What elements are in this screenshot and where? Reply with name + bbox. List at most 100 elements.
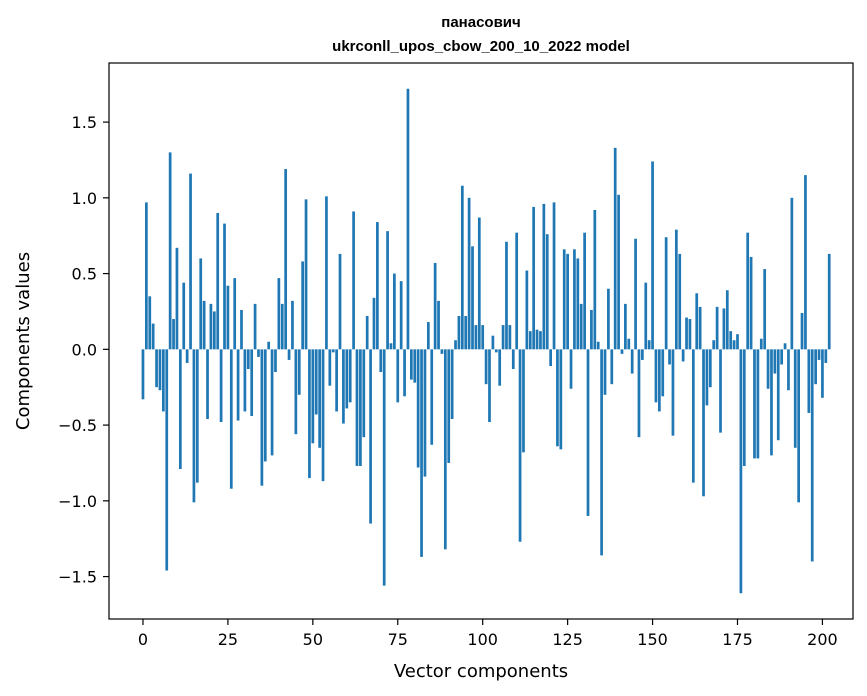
y-tick-label: 0.0 [72, 340, 97, 359]
bar [596, 341, 600, 350]
bar [607, 288, 610, 350]
x-tick-label: 75 [388, 630, 408, 649]
bar [477, 217, 481, 350]
bar [348, 349, 352, 403]
bar [437, 300, 440, 350]
bar [613, 147, 617, 350]
bar [644, 282, 648, 350]
bar [552, 202, 556, 350]
bar [494, 349, 498, 353]
bar [185, 349, 189, 363]
bar [172, 319, 175, 350]
bar [501, 325, 505, 350]
bar [790, 197, 794, 350]
bar [433, 262, 437, 350]
bar [481, 325, 485, 350]
bar [586, 349, 590, 516]
bar [800, 312, 804, 350]
y-tick-label: −0.5 [58, 416, 97, 435]
bar [328, 349, 332, 386]
y-tick-label: −1.5 [58, 568, 97, 587]
bar [658, 349, 661, 412]
bar [314, 349, 318, 415]
bar [545, 234, 549, 350]
bar [331, 349, 335, 353]
bar [518, 349, 522, 542]
bar [274, 349, 277, 373]
bar [763, 269, 767, 350]
bar [685, 317, 688, 350]
bar [651, 161, 654, 350]
x-tick-label: 50 [303, 630, 323, 649]
x-axis-label: Vector components [394, 661, 568, 682]
bar [246, 349, 250, 370]
bar [457, 316, 461, 350]
y-axis-ticks: −1.5 −1.0 −0.5 0.0 0.5 1.0 1.5 [58, 113, 109, 587]
bar [671, 349, 675, 436]
y-axis-label: Components values [13, 252, 34, 430]
x-tick-label: 0 [138, 630, 148, 649]
bar [804, 175, 807, 350]
bar [810, 349, 814, 562]
bar [488, 349, 491, 423]
bar [627, 338, 631, 350]
bar [484, 349, 488, 385]
bar [311, 349, 315, 444]
bar [189, 173, 192, 350]
bar [267, 341, 271, 350]
bar [739, 349, 743, 594]
bar [549, 349, 552, 366]
bar [624, 303, 627, 350]
bar [749, 256, 753, 350]
bar [579, 303, 583, 350]
bar [236, 349, 240, 421]
bar [240, 309, 243, 350]
bar [382, 349, 386, 586]
bar [498, 349, 502, 386]
bar [593, 209, 597, 350]
bar [827, 253, 831, 350]
bar [637, 349, 641, 438]
bar [304, 199, 308, 350]
bar [491, 335, 495, 350]
bar [678, 253, 682, 350]
x-tick-label: 150 [637, 630, 668, 649]
bar [263, 349, 267, 462]
bar [780, 349, 784, 365]
bar [338, 253, 342, 350]
bar [576, 258, 580, 350]
bar [393, 273, 396, 350]
bar [229, 349, 233, 489]
bar [250, 349, 254, 416]
y-tick-label: 1.5 [72, 113, 97, 132]
bar [641, 349, 644, 360]
bar [807, 349, 811, 413]
y-tick-label: 0.5 [72, 265, 97, 284]
bar [722, 308, 726, 350]
x-axis-ticks: 0 25 50 75 100 125 150 175 200 [138, 619, 838, 649]
bar [539, 331, 542, 350]
bar [325, 196, 328, 350]
bar [525, 270, 529, 350]
bar [233, 278, 237, 350]
bar [515, 232, 519, 350]
bar [257, 349, 260, 357]
bar [403, 349, 406, 397]
bar [270, 349, 274, 456]
bar [603, 349, 607, 395]
bar [661, 349, 665, 397]
chart-title: панасович [441, 14, 520, 31]
bar [729, 331, 733, 350]
bar [379, 349, 383, 373]
bar [206, 349, 209, 420]
bar [821, 349, 824, 398]
bar [226, 285, 230, 350]
x-tick-label: 175 [722, 630, 753, 649]
bar [817, 349, 821, 360]
bar [301, 261, 304, 350]
bar [175, 247, 179, 350]
bar [647, 340, 651, 350]
bar [746, 232, 750, 350]
bar [532, 206, 536, 350]
